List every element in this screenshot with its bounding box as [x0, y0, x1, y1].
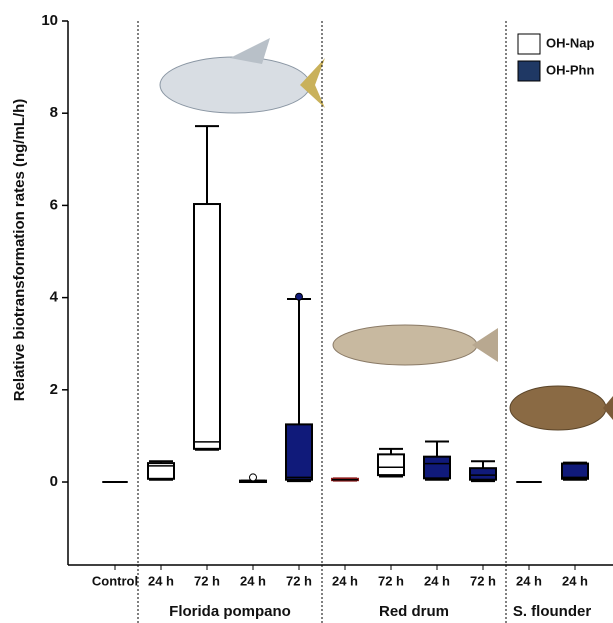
box — [469, 467, 497, 481]
box — [423, 455, 451, 480]
box — [193, 203, 221, 450]
fish-red-drum — [332, 324, 498, 366]
box — [147, 462, 175, 480]
legend-swatch — [517, 33, 541, 55]
x-tick-label: 24 h — [516, 573, 542, 588]
outlier — [295, 292, 303, 301]
legend-label: OH-Nap — [546, 35, 594, 50]
x-tick-label: 24 h — [148, 573, 174, 588]
y-tick-label: 2 — [50, 381, 58, 398]
y-tick-label: 10 — [41, 12, 58, 29]
legend-label: OH-Phn — [546, 62, 594, 77]
outlier — [249, 473, 257, 482]
x-tick-label: 24 h — [424, 573, 450, 588]
y-tick-label: 6 — [50, 196, 58, 213]
x-tick-label: 24 h — [240, 573, 266, 588]
fish-flounder — [509, 385, 613, 431]
x-tick-label: 72 h — [286, 573, 312, 588]
x-tick-label: 72 h — [194, 573, 220, 588]
group-label: Red drum — [379, 603, 449, 620]
box — [377, 453, 405, 477]
y-tick-label: 0 — [50, 473, 58, 490]
x-tick-label: Control — [92, 573, 138, 588]
group-label: Florida pompano — [169, 603, 291, 620]
x-tick-label: 72 h — [470, 573, 496, 588]
y-tick-label: 8 — [50, 104, 58, 121]
box — [561, 462, 589, 480]
y-tick-label: 4 — [50, 289, 59, 306]
group-label: S. flounder — [513, 603, 591, 620]
x-tick-label: 72 h — [378, 573, 404, 588]
y-axis-label: Relative biotransformation rates (ng/mL/… — [11, 99, 28, 402]
box — [285, 423, 313, 481]
x-tick-label: 24 h — [562, 573, 588, 588]
legend-swatch — [517, 60, 541, 82]
fish-pompano — [159, 38, 325, 114]
x-tick-label: 24 h — [332, 573, 358, 588]
